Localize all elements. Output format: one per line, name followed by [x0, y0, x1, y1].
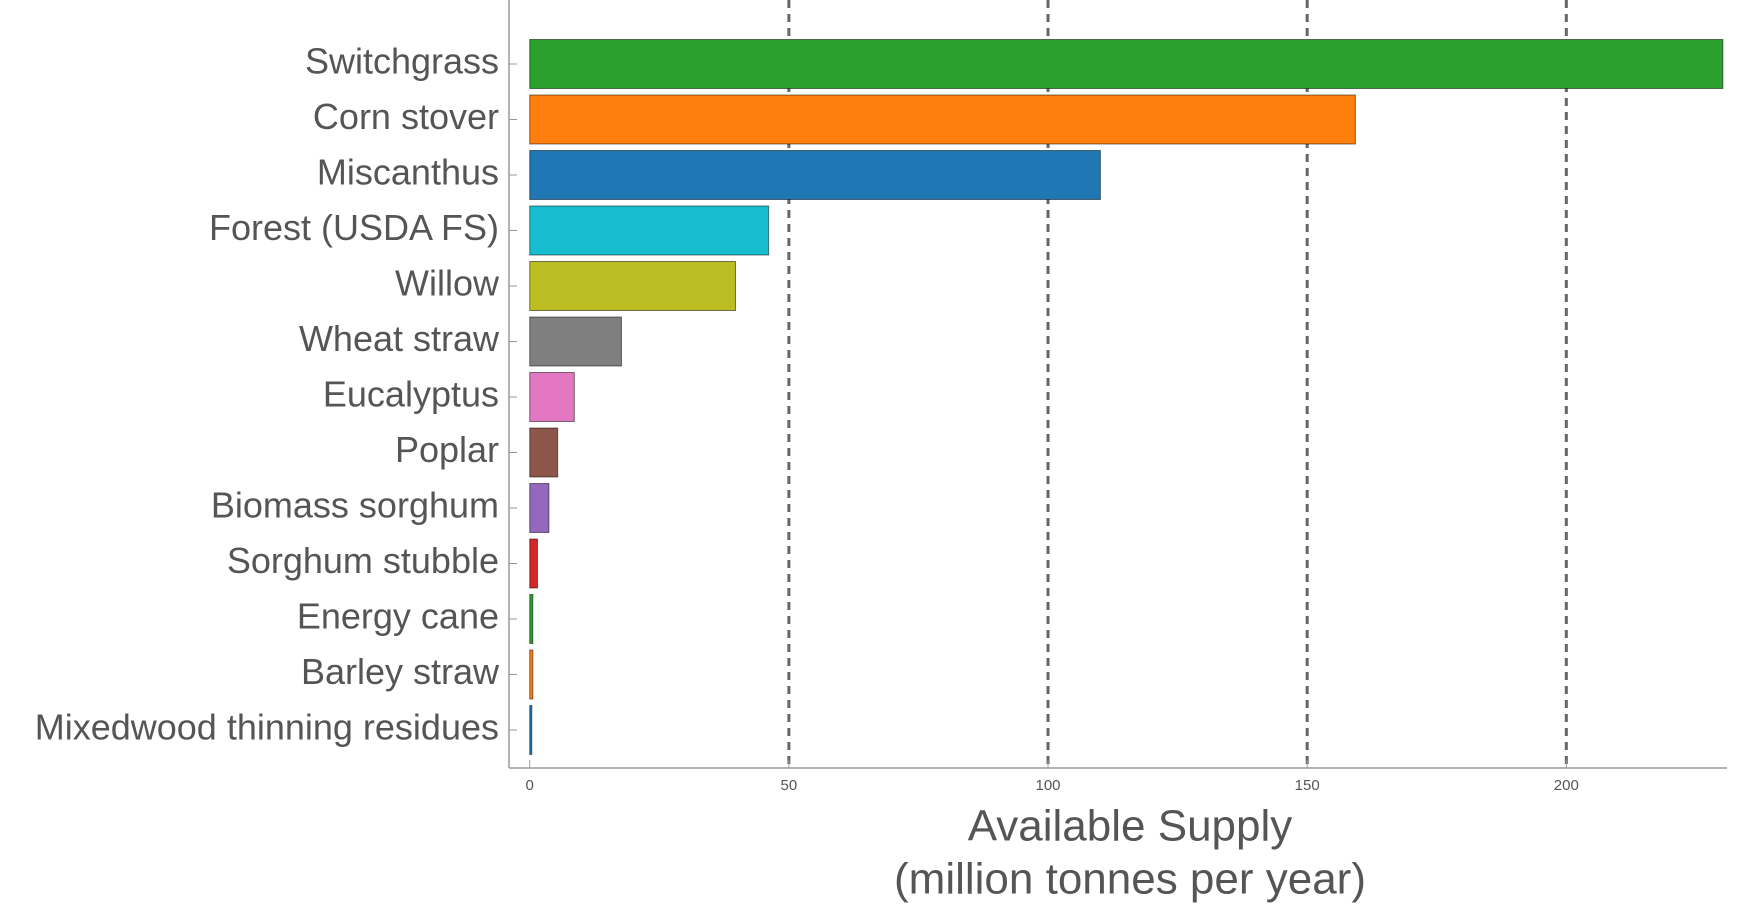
y-tick-label: Wheat straw [299, 318, 500, 359]
bar [529, 261, 736, 311]
bar [529, 39, 1724, 89]
bar [529, 538, 539, 589]
bar [529, 427, 559, 478]
bar [529, 483, 550, 533]
bar [529, 705, 533, 755]
x-tick-label: 0 [526, 777, 534, 794]
y-tick-label: Switchgrass [305, 41, 499, 82]
y-tick-label: Poplar [395, 429, 499, 470]
x-tick-label: 100 [1036, 777, 1061, 794]
y-tick-label: Barley straw [301, 651, 500, 692]
y-tick-label: Energy cane [297, 596, 499, 637]
y-tick-label: Miscanthus [317, 152, 499, 193]
y-tick-label: Biomass sorghum [211, 485, 499, 526]
y-tick-label: Forest (USDA FS) [209, 207, 499, 248]
bar [529, 316, 622, 367]
x-tick-label: 150 [1295, 777, 1320, 794]
x-axis-title: Available Supply [968, 802, 1293, 851]
y-tick-label: Willow [395, 263, 500, 304]
y-tick-label: Sorghum stubble [227, 540, 499, 581]
y-tick-label: Eucalyptus [323, 374, 499, 415]
y-tick-label: Corn stover [313, 96, 499, 137]
x-axis-title: (million tonnes per year) [894, 855, 1366, 904]
bar [529, 372, 575, 422]
bar [529, 150, 1101, 200]
bar [529, 205, 770, 256]
bar [529, 649, 534, 700]
bar [529, 594, 534, 644]
y-tick-label: Mixedwood thinning residues [35, 707, 499, 748]
x-tick-label: 200 [1554, 777, 1579, 794]
bar [529, 94, 1356, 145]
x-tick-label: 50 [781, 777, 798, 794]
